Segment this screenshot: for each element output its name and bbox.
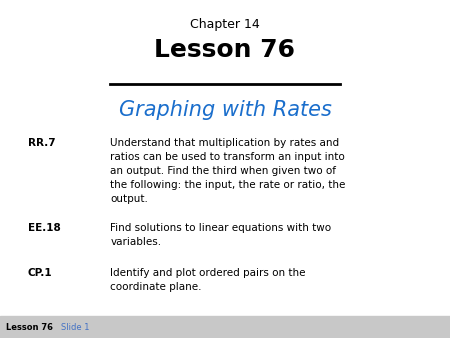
Text: Lesson 76: Lesson 76: [6, 322, 53, 332]
Text: Find solutions to linear equations with two
variables.: Find solutions to linear equations with …: [110, 223, 331, 247]
Text: RR.7: RR.7: [28, 138, 55, 148]
Text: CP.1: CP.1: [28, 268, 53, 278]
Text: Chapter 14: Chapter 14: [190, 18, 260, 31]
Text: Understand that multiplication by rates and
ratios can be used to transform an i: Understand that multiplication by rates …: [110, 138, 346, 204]
Text: Lesson 76: Lesson 76: [154, 38, 296, 62]
Text: Graphing with Rates: Graphing with Rates: [118, 100, 332, 120]
Text: Identify and plot ordered pairs on the
coordinate plane.: Identify and plot ordered pairs on the c…: [110, 268, 306, 292]
Text: EE.18: EE.18: [28, 223, 61, 233]
Text: Slide 1: Slide 1: [61, 322, 89, 332]
